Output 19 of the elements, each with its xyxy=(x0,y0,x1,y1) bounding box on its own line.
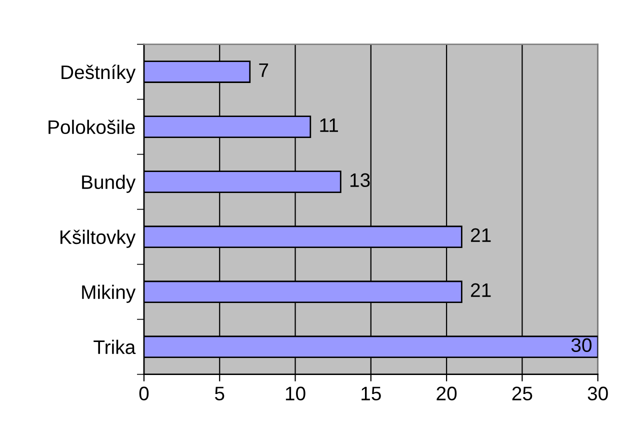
data-label: 21 xyxy=(470,283,491,297)
x-tick-label: 10 xyxy=(286,386,306,400)
data-label: 11 xyxy=(320,118,338,132)
data-label: 13 xyxy=(350,173,370,188)
y-tick-label: Trika xyxy=(94,340,136,354)
data-label: 21 xyxy=(470,228,491,242)
y-tick-label: Mikiny xyxy=(82,284,136,303)
x-tick-label: 20 xyxy=(436,386,457,400)
y-tick-label: Kšiltovky xyxy=(60,230,136,248)
data-label: 7 xyxy=(259,63,268,77)
x-tick-label: 15 xyxy=(362,386,381,400)
x-tick-label: 25 xyxy=(512,386,532,400)
y-tick-label: Polokošile xyxy=(48,120,135,134)
y-tick-label: Deštníky xyxy=(62,64,136,83)
y-tick-label: Bundy xyxy=(82,174,136,193)
data-label: 30 xyxy=(571,338,592,352)
x-tick-label: 5 xyxy=(214,386,224,400)
x-tick-label: 0 xyxy=(139,386,149,400)
x-tick-label: 30 xyxy=(588,386,608,400)
